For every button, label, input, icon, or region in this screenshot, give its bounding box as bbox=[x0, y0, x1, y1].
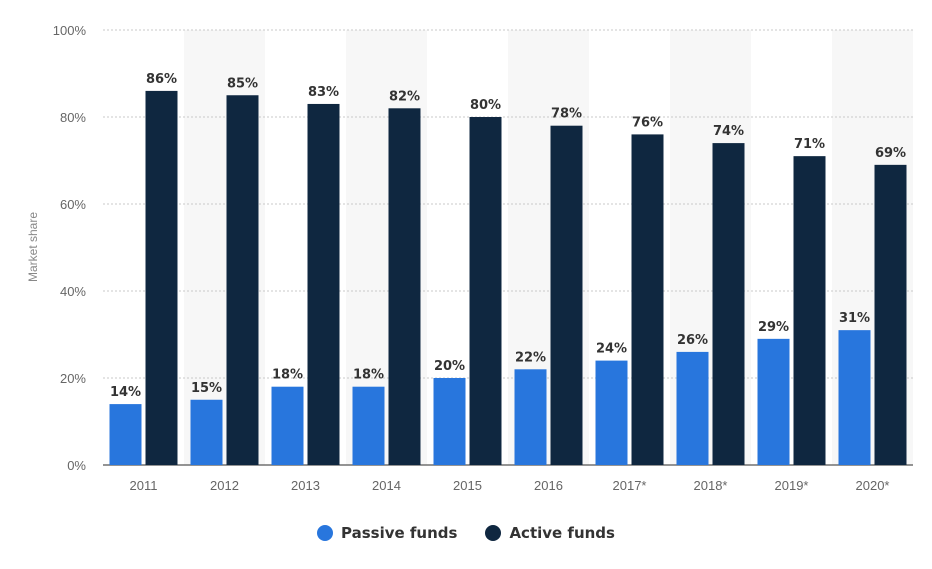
bar-passive[interactable] bbox=[190, 399, 223, 465]
bar-active[interactable] bbox=[712, 143, 745, 465]
y-tick-label: 0% bbox=[67, 458, 86, 473]
bar-active[interactable] bbox=[550, 125, 583, 465]
data-label-passive: 20% bbox=[434, 359, 465, 374]
bar-passive[interactable] bbox=[109, 404, 142, 465]
x-tick-label: 2015 bbox=[453, 478, 482, 493]
data-label-active: 78% bbox=[551, 107, 582, 122]
bars bbox=[109, 90, 907, 466]
bar-passive[interactable] bbox=[676, 351, 709, 465]
data-label-active: 71% bbox=[794, 137, 825, 152]
x-tick-label: 2017* bbox=[613, 478, 647, 493]
data-label-passive: 26% bbox=[677, 333, 708, 348]
legend-label-active: Active funds bbox=[509, 524, 615, 542]
x-tick-label: 2012 bbox=[210, 478, 239, 493]
bar-passive[interactable] bbox=[433, 378, 466, 465]
data-label-passive: 31% bbox=[839, 311, 870, 326]
legend-item-passive[interactable]: Passive funds bbox=[317, 524, 457, 542]
data-label-active: 80% bbox=[470, 98, 501, 113]
bar-active[interactable] bbox=[145, 90, 178, 466]
x-tick-label: 2011 bbox=[130, 478, 158, 493]
x-tick-label: 2013 bbox=[291, 478, 320, 493]
data-labels: 14% 86% 15% 85% 18% 83% 18% 82% 20% 80% 22% 78% 24% 7… bbox=[110, 72, 906, 400]
bar-passive[interactable] bbox=[595, 360, 628, 465]
bar-active[interactable] bbox=[631, 134, 664, 465]
data-label-passive: 29% bbox=[758, 320, 789, 335]
legend-swatch-active bbox=[485, 525, 502, 541]
data-label-passive: 22% bbox=[515, 350, 546, 365]
x-tick-label: 2019* bbox=[775, 478, 809, 493]
legend-item-active[interactable]: Active funds bbox=[485, 524, 615, 542]
y-tick-label: 60% bbox=[60, 197, 86, 212]
bar-active[interactable] bbox=[469, 117, 502, 465]
bar-active[interactable] bbox=[226, 95, 259, 465]
data-label-active: 82% bbox=[389, 89, 420, 104]
bar-passive[interactable] bbox=[757, 338, 790, 465]
bar-active[interactable] bbox=[793, 156, 826, 465]
y-axis-title: Market share bbox=[26, 212, 40, 282]
data-label-active: 85% bbox=[227, 76, 258, 91]
data-label-active: 86% bbox=[146, 72, 177, 87]
y-tick-label: 40% bbox=[60, 284, 86, 299]
x-tick-label: 2018* bbox=[694, 478, 728, 493]
data-label-passive: 24% bbox=[596, 342, 627, 357]
bar-passive[interactable] bbox=[271, 386, 304, 465]
x-tick-label: 2014 bbox=[372, 478, 401, 493]
y-tick-label: 20% bbox=[60, 371, 86, 386]
data-label-passive: 18% bbox=[272, 368, 303, 383]
data-label-passive: 15% bbox=[191, 381, 222, 396]
data-label-active: 76% bbox=[632, 115, 663, 130]
data-label-passive: 14% bbox=[110, 385, 141, 400]
bar-passive[interactable] bbox=[838, 330, 871, 465]
bar-passive[interactable] bbox=[352, 386, 385, 465]
data-label-passive: 18% bbox=[353, 368, 384, 383]
x-tick-label: 2020* bbox=[856, 478, 890, 493]
bar-active[interactable] bbox=[874, 164, 907, 465]
bar-chart: 0% 20% 40% 60% 80% 100% 14% 86% 15% 85% 18% 83% 18%… bbox=[26, 23, 913, 493]
bar-passive[interactable] bbox=[514, 369, 547, 465]
y-axis-ticks: 0% 20% 40% 60% 80% 100% bbox=[53, 23, 87, 473]
bar-active[interactable] bbox=[307, 103, 340, 465]
data-label-active: 74% bbox=[713, 124, 744, 139]
y-tick-label: 100% bbox=[53, 23, 87, 38]
bar-active[interactable] bbox=[388, 108, 421, 466]
legend-label-passive: Passive funds bbox=[341, 524, 458, 542]
x-axis-ticks: 2011 2012 2013 2014 2015 2016 2017* 2018* 2019* 2… bbox=[130, 478, 890, 493]
legend: Passive funds Active funds bbox=[0, 524, 932, 542]
data-label-active: 69% bbox=[875, 146, 906, 161]
y-tick-label: 80% bbox=[60, 110, 86, 125]
data-label-active: 83% bbox=[308, 85, 339, 100]
x-tick-label: 2016 bbox=[534, 478, 563, 493]
legend-swatch-passive bbox=[317, 525, 333, 541]
